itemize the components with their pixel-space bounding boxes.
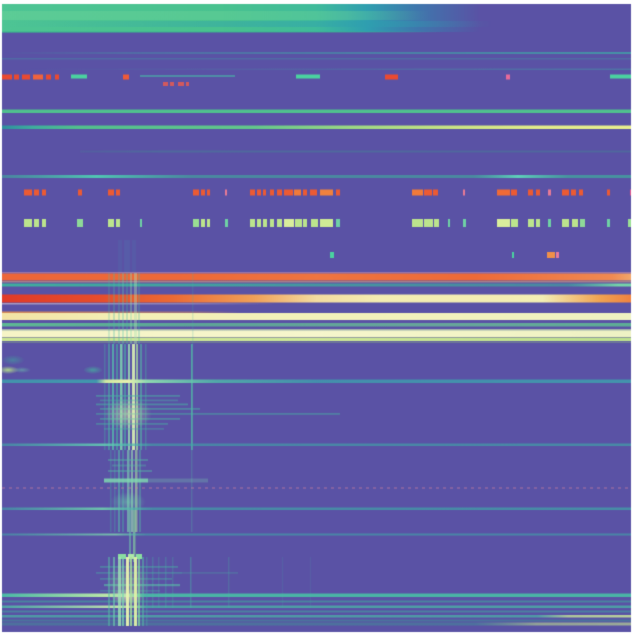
screenshot-root [0, 0, 640, 640]
spectrogram-heatmap-canvas [0, 0, 640, 640]
